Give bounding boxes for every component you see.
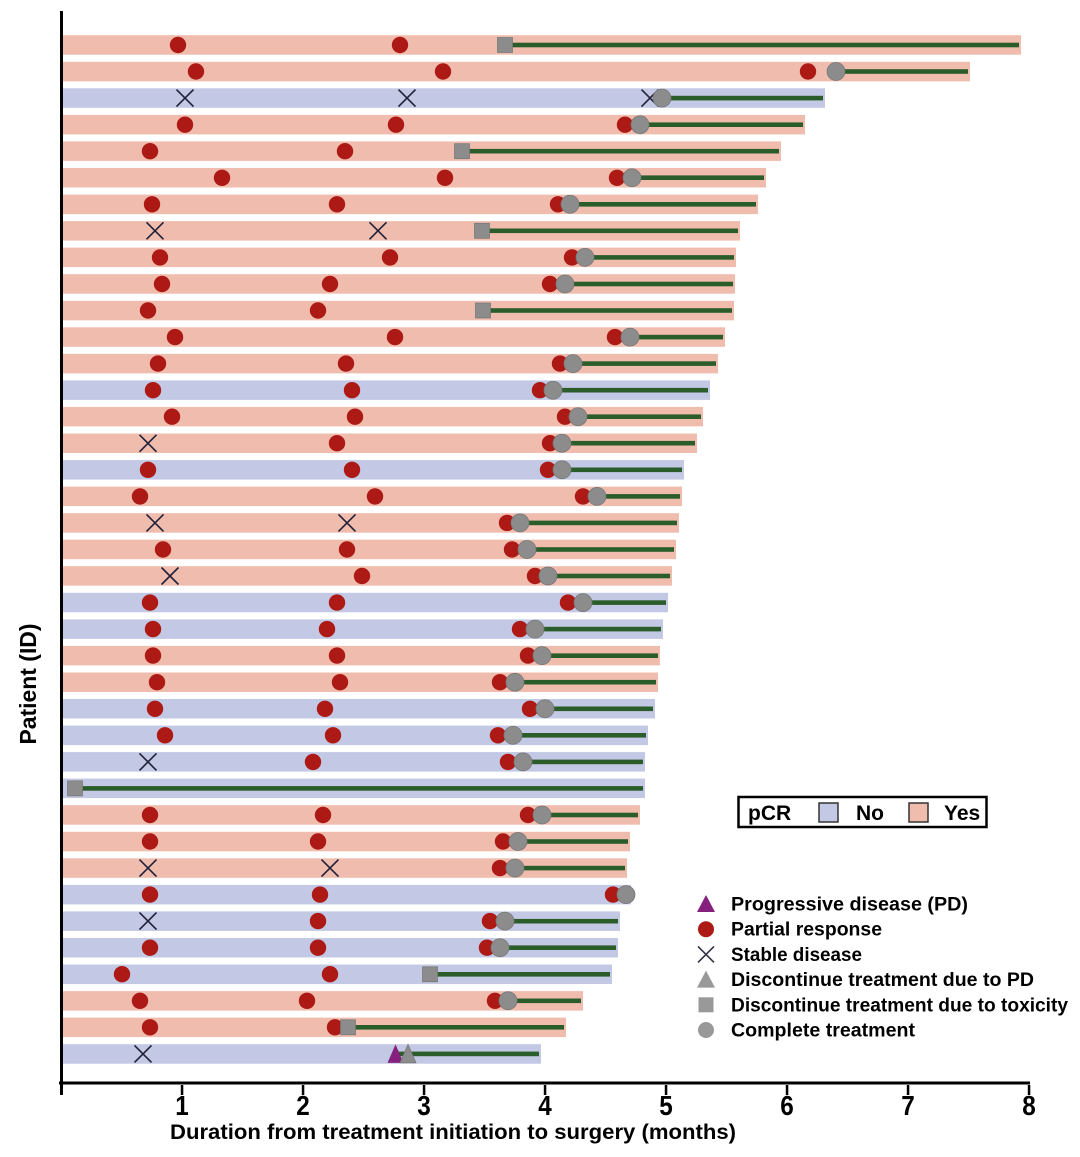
svg-text:4: 4 [538,1090,552,1121]
svg-text:5: 5 [659,1090,673,1121]
svg-text:1: 1 [175,1090,189,1121]
svg-text:3: 3 [417,1090,431,1121]
svg-text:Discontinue treatment due to P: Discontinue treatment due to PD [731,970,1034,991]
svg-text:Patient (ID): Patient (ID) [15,624,41,745]
svg-text:2: 2 [296,1090,310,1121]
svg-text:Yes: Yes [944,802,980,825]
svg-text:Discontinue treatment due to t: Discontinue treatment due to toxicity [731,995,1068,1016]
svg-text:Duration from treatment initia: Duration from treatment initiation to su… [170,1121,736,1144]
svg-text:6: 6 [780,1090,794,1121]
svg-text:Complete treatment: Complete treatment [731,1021,916,1042]
svg-text:Stable disease: Stable disease [731,945,862,966]
svg-text:pCR: pCR [748,802,791,825]
svg-text:Progressive disease (PD): Progressive disease (PD) [731,895,968,916]
svg-text:No: No [856,802,884,825]
svg-text:Partial response: Partial response [731,920,882,941]
svg-text:7: 7 [901,1090,915,1121]
svg-text:8: 8 [1022,1090,1036,1121]
